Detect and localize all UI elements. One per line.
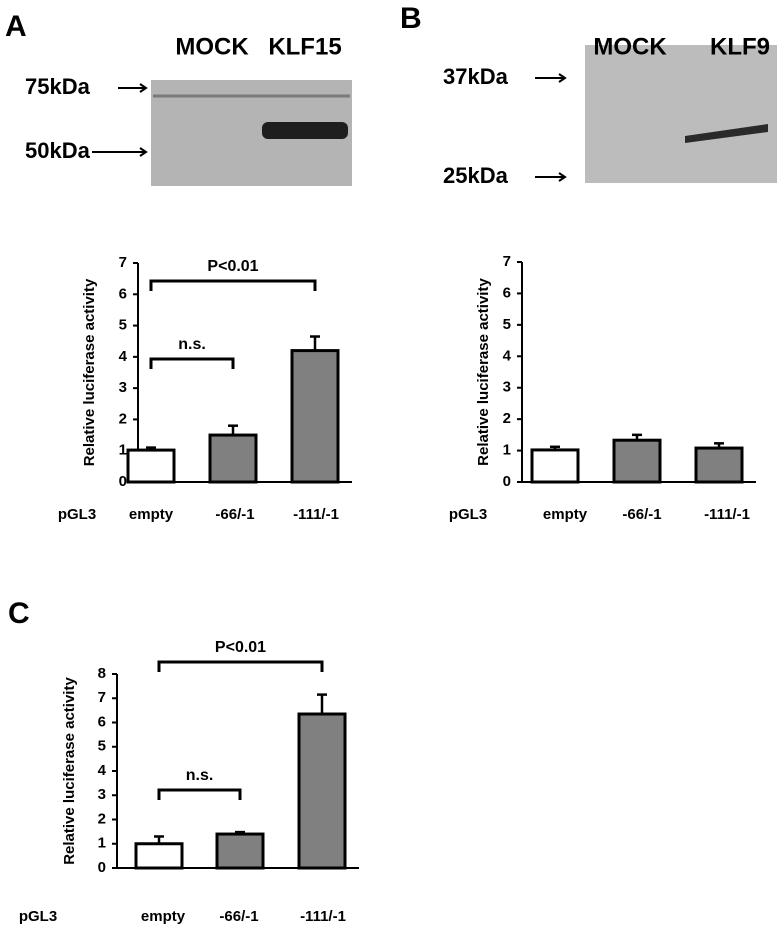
y-tick-label: 5	[119, 317, 127, 334]
significance-label: P<0.01	[207, 258, 258, 275]
x-tick-label: empty	[129, 506, 174, 523]
significance-bracket	[149, 357, 235, 369]
y-tick-label: 7	[119, 254, 127, 271]
y-axis-label: Relative luciferase activity	[81, 278, 98, 466]
panel-label: C	[8, 597, 30, 630]
mw-marker: 75kDa	[25, 74, 91, 99]
arrow	[92, 83, 148, 157]
y-tick-label: 0	[503, 473, 511, 490]
y-tick-label: 3	[98, 786, 106, 803]
mw-marker: 50kDa	[25, 138, 91, 163]
bar	[530, 448, 580, 484]
significance-bracket	[157, 660, 324, 672]
x-tick-label: -66/-1	[219, 908, 258, 925]
bar	[297, 712, 347, 870]
y-tick-label: 3	[119, 379, 127, 396]
lane-label: KLF9	[710, 33, 770, 60]
significance-label: P<0.01	[215, 639, 266, 656]
blot-band	[262, 122, 348, 139]
bar	[208, 433, 258, 484]
y-tick-label: 5	[98, 738, 106, 755]
arrow	[535, 73, 567, 182]
x-tick-label: empty	[141, 908, 186, 925]
y-tick-label: 6	[503, 284, 511, 301]
y-tick-label: 4	[119, 348, 128, 365]
y-tick-label: 3	[503, 379, 511, 396]
bar	[694, 446, 744, 484]
significance-bracket	[149, 279, 317, 291]
y-tick-label: 2	[98, 810, 106, 827]
y-tick-label: 7	[503, 253, 511, 270]
bar	[126, 448, 176, 484]
bar	[612, 438, 662, 484]
y-tick-label: 4	[503, 347, 512, 364]
y-tick-label: 2	[119, 410, 127, 427]
x-tick-label: -66/-1	[215, 506, 254, 523]
y-axis-label: Relative luciferase activity	[475, 278, 492, 466]
x-tick-label: -66/-1	[622, 506, 661, 523]
x-prefix: pGL3	[449, 506, 487, 523]
mw-marker: 25kDa	[443, 163, 509, 188]
y-tick-label: 2	[503, 410, 511, 427]
bar	[215, 832, 265, 870]
y-tick-label: 1	[119, 442, 127, 459]
y-tick-label: 6	[119, 285, 127, 302]
significance-label: n.s.	[178, 336, 206, 353]
y-tick-label: 0	[98, 859, 106, 876]
y-tick-label: 5	[503, 316, 511, 333]
y-tick-label: 7	[98, 689, 106, 706]
y-tick-label: 8	[98, 665, 106, 682]
y-tick-label: 1	[98, 835, 106, 852]
lane-label: MOCK	[175, 33, 249, 60]
y-tick-label: 4	[98, 762, 107, 779]
y-axis-label: Relative luciferase activity	[61, 677, 78, 865]
bar	[290, 349, 340, 484]
x-tick-label: empty	[543, 506, 588, 523]
blot	[585, 45, 777, 183]
x-prefix: pGL3	[58, 506, 96, 523]
y-tick-label: 6	[98, 713, 106, 730]
significance-bracket	[157, 788, 242, 800]
x-tick-label: -111/-1	[300, 908, 346, 925]
panel-label: B	[400, 2, 422, 35]
lane-label: KLF15	[268, 33, 341, 60]
y-tick-label: 0	[119, 473, 127, 490]
x-tick-label: -111/-1	[293, 506, 339, 523]
x-tick-label: -111/-1	[704, 506, 750, 523]
panel-label: A	[5, 10, 27, 43]
x-prefix: pGL3	[19, 908, 57, 925]
bar	[134, 842, 184, 870]
mw-marker: 37kDa	[443, 64, 509, 89]
blot-band	[685, 124, 768, 143]
y-tick-label: 1	[503, 442, 511, 459]
lane-label: MOCK	[593, 33, 667, 60]
significance-label: n.s.	[186, 767, 214, 784]
